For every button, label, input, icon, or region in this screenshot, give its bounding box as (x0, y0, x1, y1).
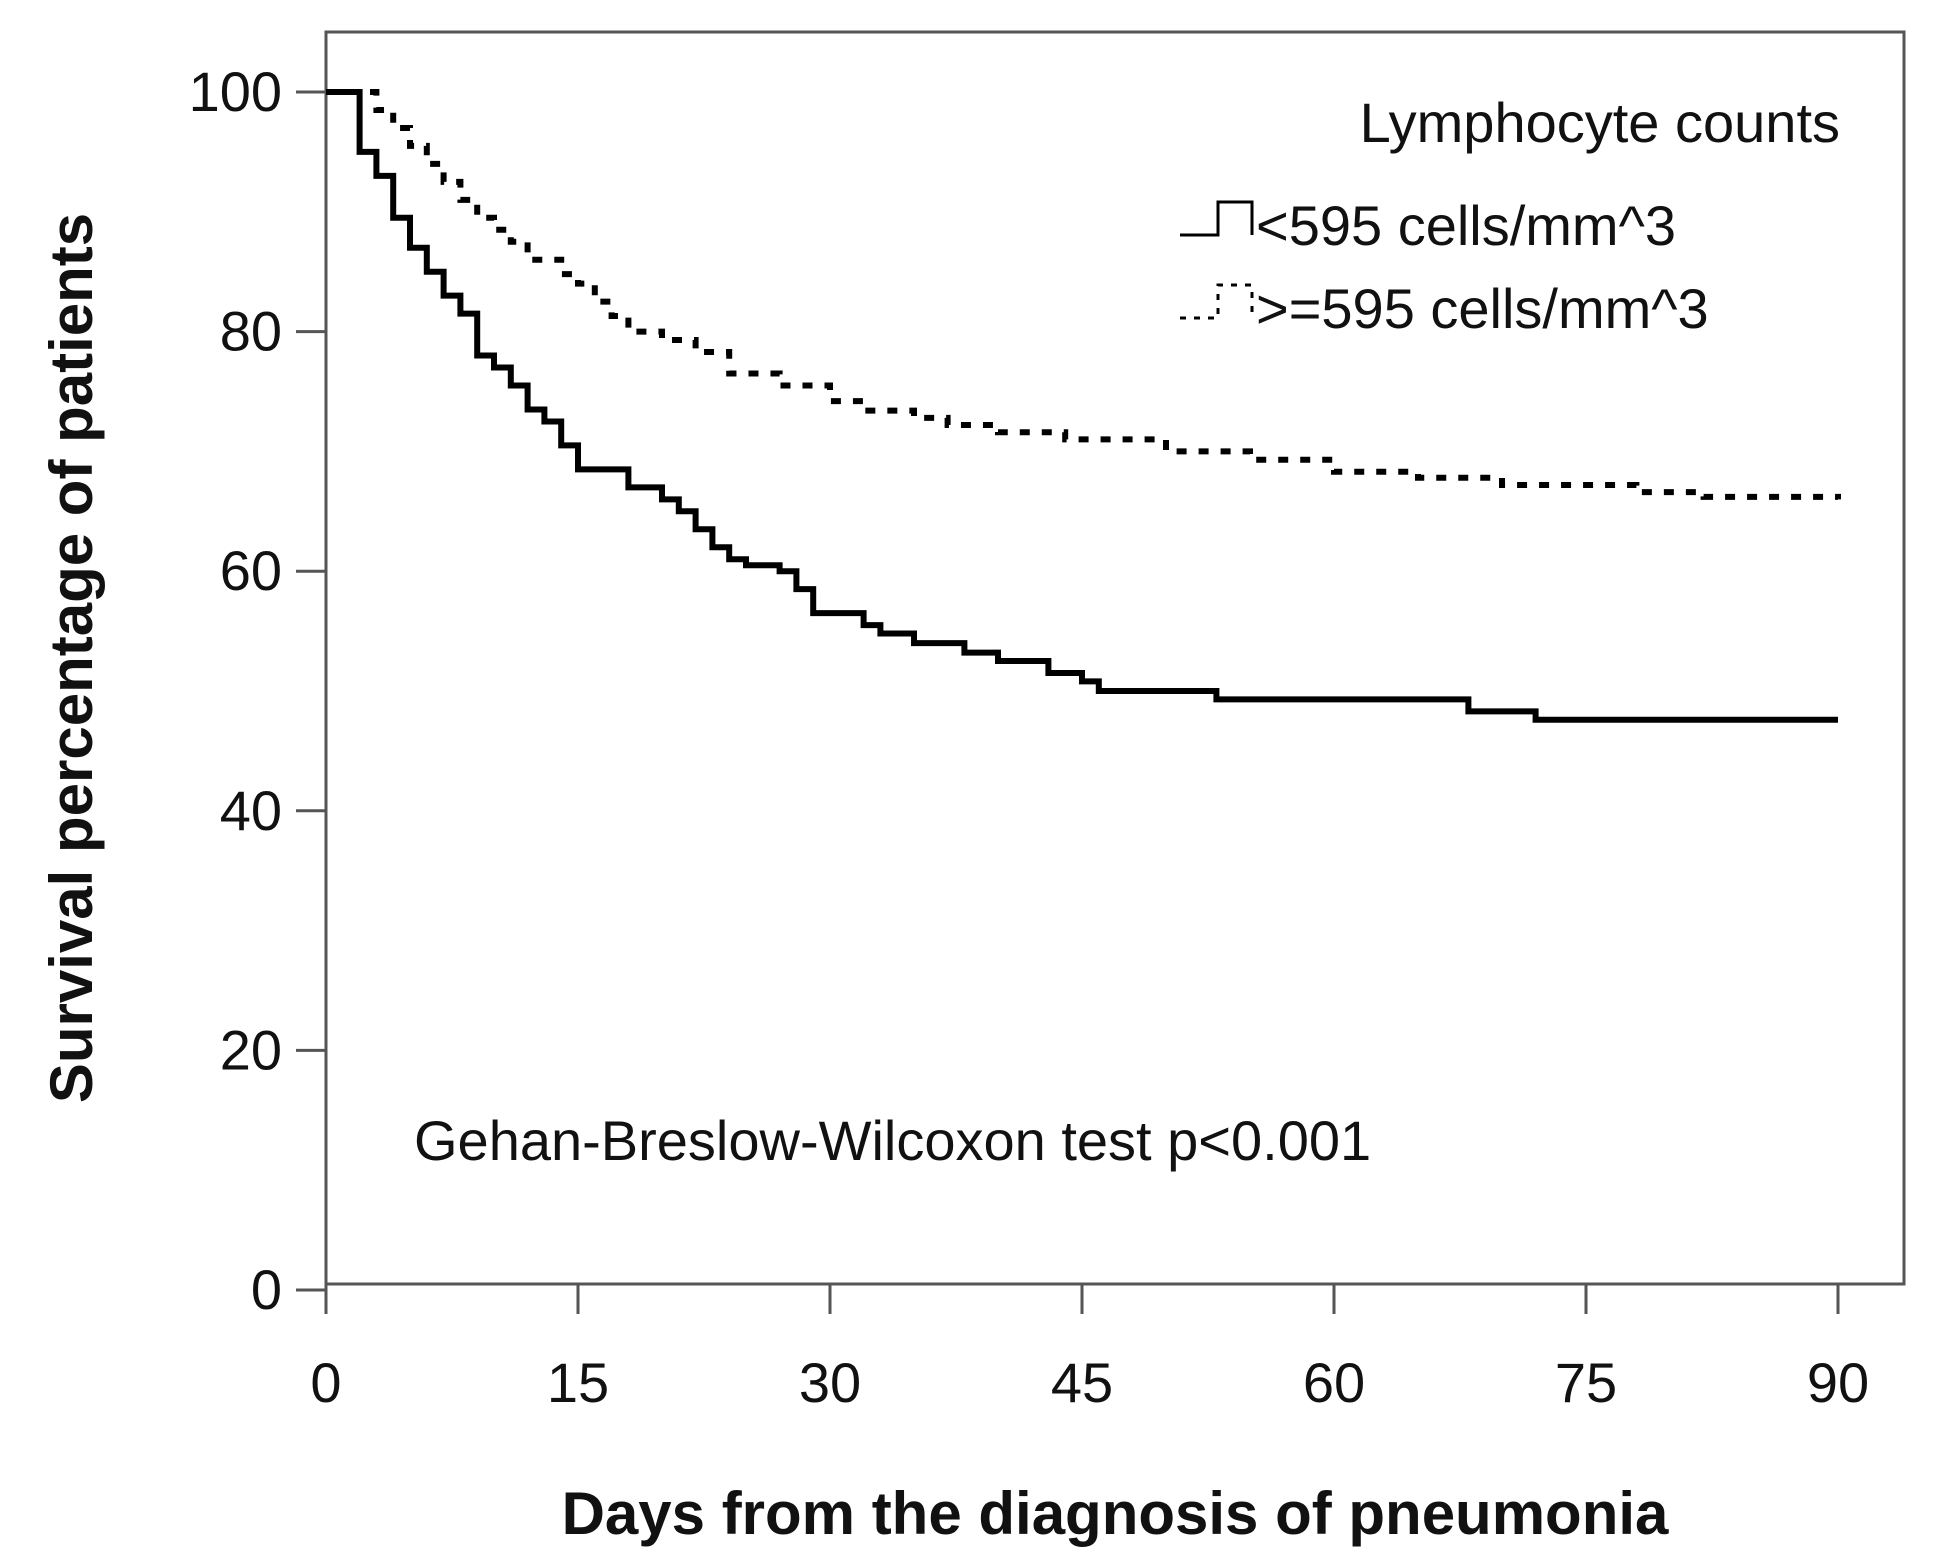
series-line-high-lymphocyte (326, 89, 1841, 500)
series-line-low-lymphocyte (326, 89, 1838, 723)
legend-swatch-low (1180, 200, 1254, 237)
test-annotation: Gehan-Breslow-Wilcoxon test p<0.001 (414, 1109, 1371, 1172)
x-tick-label-15: 15 (547, 1351, 609, 1414)
x-tick-label-45: 45 (1051, 1351, 1113, 1414)
x-axis: 0 15 30 45 60 75 90 (310, 1284, 1869, 1414)
y-tick-label-60: 60 (220, 539, 282, 602)
legend: Lymphocyte counts <595 cells/mm^3 >=595 … (1180, 91, 1840, 340)
series-layer (326, 89, 1841, 723)
x-tick-label-60: 60 (1303, 1351, 1365, 1414)
x-tick-label-75: 75 (1555, 1351, 1617, 1414)
legend-swatch-high (1180, 283, 1254, 320)
y-tick-label-0: 0 (251, 1258, 282, 1321)
x-tick-label-90: 90 (1807, 1351, 1869, 1414)
legend-label-high: >=595 cells/mm^3 (1256, 277, 1709, 340)
legend-title: Lymphocyte counts (1360, 91, 1840, 154)
x-tick-label-30: 30 (799, 1351, 861, 1414)
x-tick-label-0: 0 (310, 1351, 341, 1414)
y-tick-label-20: 20 (220, 1018, 282, 1081)
y-axis-title: Survival percentage of patients (38, 213, 105, 1103)
y-tick-label-40: 40 (220, 779, 282, 842)
plot-frame (324, 30, 1906, 1286)
y-tick-label-80: 80 (220, 300, 282, 363)
legend-label-low: <595 cells/mm^3 (1256, 194, 1676, 257)
x-axis-title: Days from the diagnosis of pneumonia (562, 1480, 1669, 1547)
y-tick-label-100: 100 (189, 60, 282, 123)
y-axis: 0 20 40 60 80 100 (189, 60, 326, 1321)
